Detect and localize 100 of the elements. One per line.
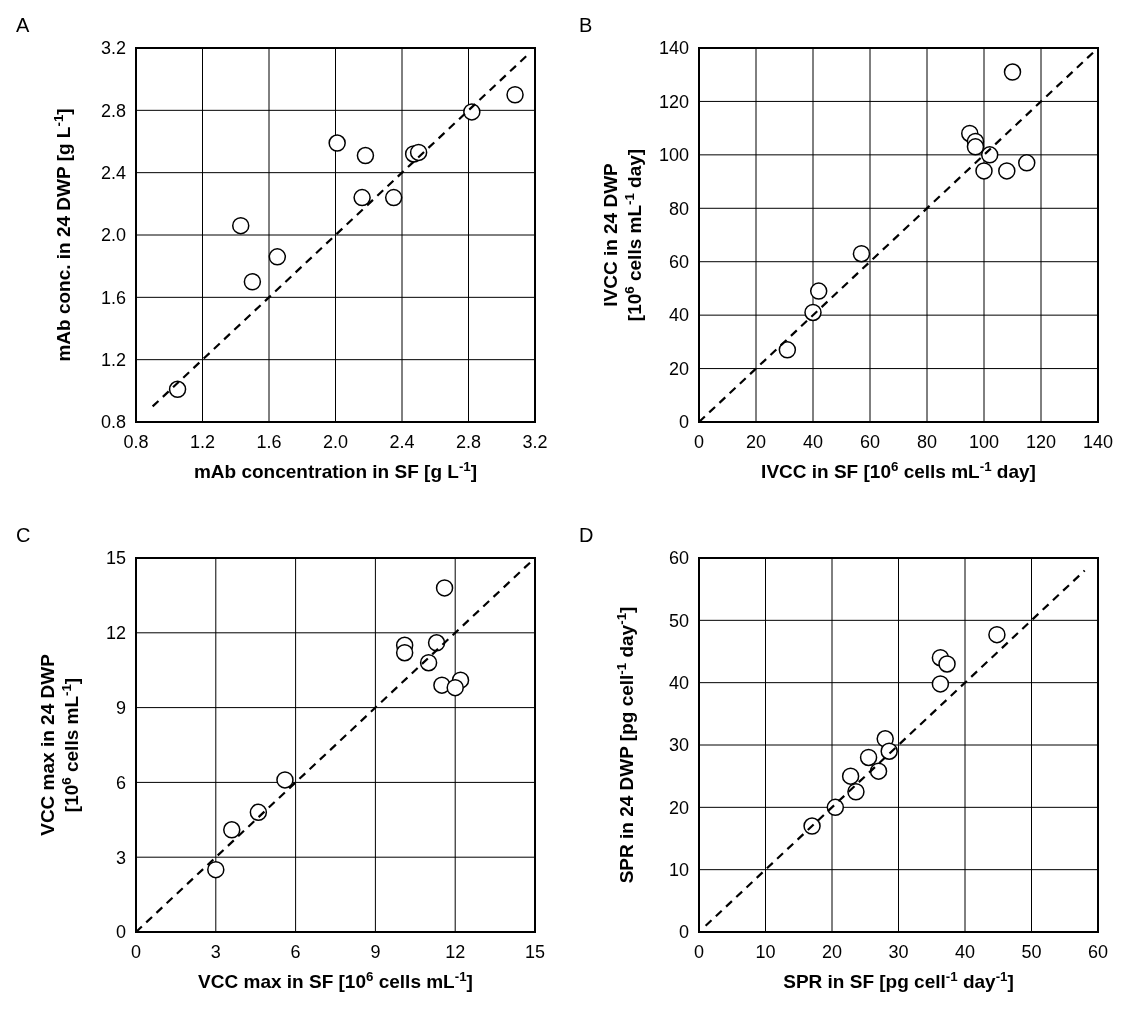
point xyxy=(384,188,403,207)
y-tick-label: 0 xyxy=(115,922,126,943)
point xyxy=(778,341,797,359)
point xyxy=(852,244,871,263)
y-tick-label: 2.4 xyxy=(100,162,126,183)
y-tick-label: 6 xyxy=(115,772,126,793)
point xyxy=(435,579,454,597)
point xyxy=(859,748,878,767)
x-axis-title: SPR in SF [pg cell$^{-1}$ day$^{-1}$] xyxy=(783,968,1014,992)
point xyxy=(249,803,268,822)
y-tick-label: 2.8 xyxy=(100,100,126,121)
point xyxy=(419,653,438,672)
point xyxy=(975,162,993,180)
x-tick-label: 40 xyxy=(802,432,824,452)
y-tick-label: 60 xyxy=(668,548,689,569)
x-tick-label: 50 xyxy=(1021,942,1042,962)
x-tick-label: 0 xyxy=(693,942,705,962)
x-tick-label: 60 xyxy=(859,432,881,452)
y-tick-label: 12 xyxy=(105,623,126,644)
point xyxy=(446,678,464,697)
point xyxy=(506,86,524,104)
point xyxy=(880,742,898,760)
x-tick-label: 20 xyxy=(745,432,767,452)
y-tick-label: 0.8 xyxy=(100,412,126,433)
x-tick-label: 60 xyxy=(1087,942,1109,962)
y-tick-label: 120 xyxy=(658,91,689,112)
point xyxy=(841,767,860,785)
y-tick-label: 0 xyxy=(678,412,689,433)
point xyxy=(328,134,346,152)
point xyxy=(931,675,950,693)
point xyxy=(869,762,888,780)
point xyxy=(207,860,225,879)
point xyxy=(1018,154,1036,172)
point xyxy=(243,273,262,291)
point xyxy=(938,655,956,673)
y-tick-label: 0 xyxy=(678,922,689,943)
x-tick-label: 1.2 xyxy=(189,432,216,452)
y-tick-label: 2.0 xyxy=(100,225,126,246)
y-tick-label: 20 xyxy=(668,358,689,379)
point xyxy=(847,783,865,801)
x-tick-label: 0 xyxy=(693,432,705,452)
y-tick-label: 1.2 xyxy=(100,349,126,370)
point xyxy=(988,625,1006,644)
point xyxy=(803,817,821,835)
point xyxy=(998,162,1016,180)
x-tick-label: 3.2 xyxy=(522,432,548,452)
chart-title: C xyxy=(16,524,31,546)
point xyxy=(356,146,375,165)
x-tick-label: 2.0 xyxy=(322,432,349,452)
y-tick-label: 40 xyxy=(668,305,689,326)
x-tick-label: 140 xyxy=(1082,432,1114,452)
y-tick-label: 100 xyxy=(658,145,689,166)
y-tick-label: 3.2 xyxy=(100,38,126,59)
y-tick-label: 9 xyxy=(115,697,126,718)
y-tick-label: 20 xyxy=(668,797,689,818)
x-tick-label: 40 xyxy=(954,942,976,962)
y-tick-label: 3 xyxy=(115,847,126,868)
y-tick-label: 10 xyxy=(668,859,689,880)
x-tick-label: 2.8 xyxy=(455,432,482,452)
x-tick-label: 80 xyxy=(916,432,938,452)
point xyxy=(427,634,446,652)
x-tick-label: 12 xyxy=(445,942,466,962)
x-tick-label: 2.4 xyxy=(389,432,415,452)
point xyxy=(395,644,414,662)
point xyxy=(1003,63,1022,81)
point xyxy=(276,771,294,789)
point xyxy=(804,303,822,322)
point xyxy=(809,282,828,300)
point xyxy=(231,216,250,235)
y-tick-label: 15 xyxy=(105,548,126,569)
point xyxy=(409,143,428,162)
x-tick-label: 3 xyxy=(210,942,221,962)
x-axis-title: IVCC in SF [10$^{6}$ cells mL$^{-1}$ day] xyxy=(761,458,1036,482)
point xyxy=(223,821,241,839)
chart-title: D xyxy=(579,524,594,546)
x-tick-label: 15 xyxy=(524,942,546,962)
y-tick-label: 40 xyxy=(668,672,689,693)
point xyxy=(353,188,371,207)
point xyxy=(980,146,999,164)
chart-title: B xyxy=(579,14,593,36)
y-tick-label: 80 xyxy=(668,198,689,219)
x-tick-label: 0 xyxy=(130,942,142,962)
y-tick-label: 60 xyxy=(668,252,689,273)
point xyxy=(826,798,845,817)
chart-title: A xyxy=(16,14,30,36)
x-tick-label: 9 xyxy=(370,942,381,962)
point xyxy=(966,138,985,156)
y-tick-label: 140 xyxy=(658,38,689,59)
x-tick-label: 6 xyxy=(290,942,301,962)
x-tick-label: 20 xyxy=(821,942,843,962)
x-tick-label: 10 xyxy=(755,942,776,962)
x-axis-title: VCC max in SF [10$^{6}$ cells mL$^{-1}$] xyxy=(198,968,473,992)
x-tick-label: 1.6 xyxy=(256,432,282,452)
x-tick-label: 120 xyxy=(1025,432,1057,452)
point xyxy=(268,248,287,266)
x-axis-title: mAb concentration in SF [g L$^{-1}$] xyxy=(193,458,478,482)
x-tick-label: 100 xyxy=(968,432,1000,452)
y-tick-label: 50 xyxy=(668,610,689,631)
x-tick-label: 30 xyxy=(888,942,909,962)
y-tick-label: 1.6 xyxy=(100,287,126,308)
